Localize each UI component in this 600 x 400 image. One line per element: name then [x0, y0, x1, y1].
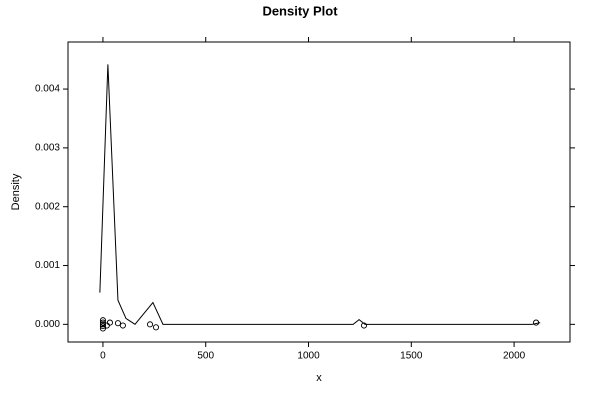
x-tick-label: 500 — [197, 351, 214, 362]
plot-frame — [67, 41, 571, 343]
x-axis-label: x — [316, 372, 322, 384]
y-tick-label: 0.003 — [35, 143, 60, 154]
x-tick-label: 1000 — [297, 351, 320, 362]
data-point — [99, 323, 106, 330]
y-axis-label: Density — [10, 173, 22, 210]
y-tick-label: 0.000 — [35, 319, 60, 330]
y-tick-label: 0.004 — [35, 84, 60, 95]
data-point — [106, 319, 113, 326]
data-point — [533, 319, 540, 326]
data-point — [99, 325, 106, 332]
density-line — [99, 64, 541, 326]
chart-title: Density Plot — [262, 3, 338, 18]
data-point — [119, 322, 126, 329]
x-tick-label: 2000 — [503, 351, 526, 362]
data-point — [114, 320, 122, 327]
data-point — [99, 317, 106, 324]
x-tick-label: 1500 — [400, 351, 423, 362]
data-point — [146, 321, 154, 328]
x-tick-label: 0 — [100, 351, 106, 362]
data-point — [360, 322, 368, 329]
data-point — [99, 319, 106, 326]
y-tick-label: 0.002 — [35, 201, 60, 212]
data-point — [99, 321, 106, 328]
data-point — [152, 324, 160, 331]
y-tick-label: 0.001 — [35, 260, 60, 271]
